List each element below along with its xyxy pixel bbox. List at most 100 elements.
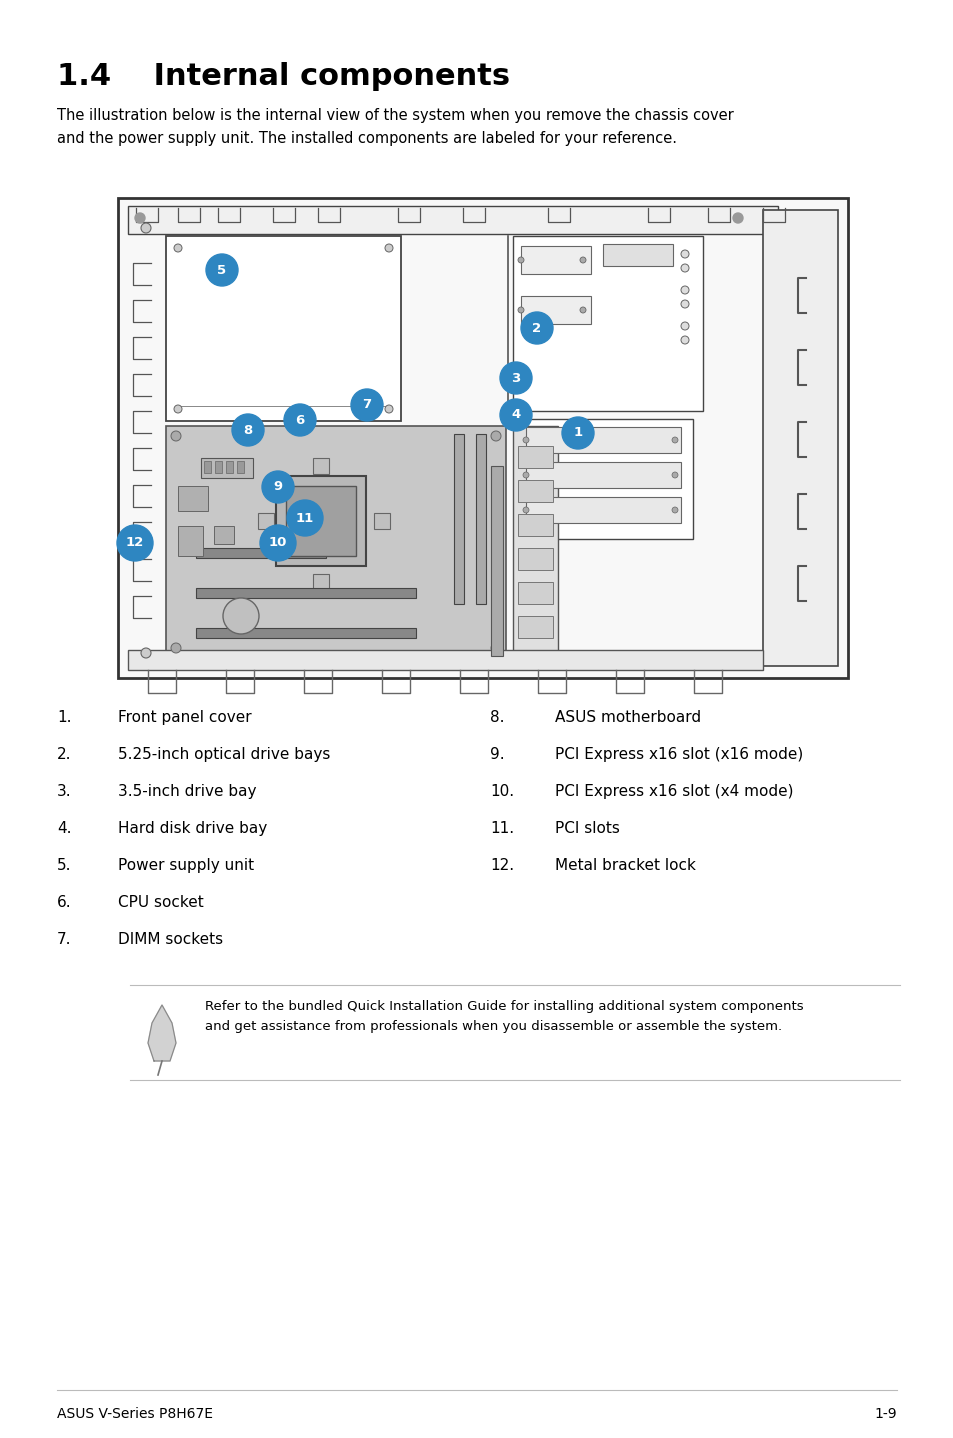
Text: Front panel cover: Front panel cover	[118, 710, 252, 725]
Circle shape	[517, 257, 523, 263]
Text: 6: 6	[295, 414, 304, 427]
Text: PCI slots: PCI slots	[555, 821, 619, 835]
Text: 12.: 12.	[490, 858, 514, 873]
Circle shape	[173, 244, 182, 252]
Text: PCI Express x16 slot (x4 mode): PCI Express x16 slot (x4 mode)	[555, 784, 793, 800]
Bar	[128, 206, 778, 234]
Circle shape	[517, 306, 523, 313]
Circle shape	[671, 508, 678, 513]
Circle shape	[117, 525, 152, 561]
Bar	[166, 426, 505, 659]
Circle shape	[385, 244, 393, 252]
Text: ASUS motherboard: ASUS motherboard	[555, 710, 700, 725]
Text: 3: 3	[511, 371, 520, 384]
Text: 11.: 11.	[490, 821, 514, 835]
Bar	[517, 446, 553, 467]
Circle shape	[173, 406, 182, 413]
Bar	[226, 462, 233, 473]
Circle shape	[232, 414, 264, 446]
Circle shape	[135, 213, 145, 223]
Circle shape	[262, 472, 294, 503]
Bar	[178, 526, 203, 557]
Circle shape	[522, 437, 529, 443]
Text: 4: 4	[511, 408, 520, 421]
Bar	[178, 486, 208, 510]
Circle shape	[680, 286, 688, 293]
Text: 5.: 5.	[57, 858, 71, 873]
Text: 1: 1	[573, 427, 582, 440]
Text: 9: 9	[274, 480, 282, 493]
Bar	[513, 236, 702, 411]
Text: The illustration below is the internal view of the system when you remove the ch: The illustration below is the internal v…	[57, 108, 733, 145]
Text: 6.: 6.	[57, 894, 71, 910]
Text: 11: 11	[295, 512, 314, 525]
Bar	[201, 457, 253, 477]
Circle shape	[141, 223, 151, 233]
Bar	[214, 462, 222, 473]
Circle shape	[491, 643, 500, 653]
Text: 1.4    Internal components: 1.4 Internal components	[57, 62, 510, 91]
Text: 2.: 2.	[57, 746, 71, 762]
Bar	[517, 513, 553, 536]
Bar	[517, 548, 553, 569]
Text: 12: 12	[126, 536, 144, 549]
Bar	[517, 418, 692, 539]
Text: 10: 10	[269, 536, 287, 549]
Polygon shape	[148, 1005, 175, 1061]
Text: 7.: 7.	[57, 932, 71, 948]
Bar	[525, 498, 680, 523]
Bar	[454, 434, 463, 604]
Circle shape	[732, 213, 742, 223]
Circle shape	[680, 322, 688, 329]
Circle shape	[671, 472, 678, 477]
Text: 9.: 9.	[490, 746, 504, 762]
Bar	[275, 476, 366, 567]
Circle shape	[680, 265, 688, 272]
Circle shape	[491, 431, 500, 441]
Text: ASUS V-Series P8H67E: ASUS V-Series P8H67E	[57, 1406, 213, 1421]
Text: 2: 2	[532, 322, 541, 335]
Circle shape	[171, 643, 181, 653]
Bar	[525, 427, 680, 453]
Bar	[491, 466, 502, 656]
Circle shape	[561, 417, 594, 449]
Text: Power supply unit: Power supply unit	[118, 858, 253, 873]
Circle shape	[680, 301, 688, 308]
Bar	[517, 615, 553, 638]
Bar	[195, 588, 416, 598]
Bar	[195, 548, 326, 558]
Bar	[236, 462, 244, 473]
Bar	[313, 574, 329, 590]
Circle shape	[522, 472, 529, 477]
Text: 5: 5	[217, 263, 226, 276]
Circle shape	[579, 257, 585, 263]
Bar	[517, 582, 553, 604]
Text: DIMM sockets: DIMM sockets	[118, 932, 223, 948]
Text: 4.: 4.	[57, 821, 71, 835]
Bar	[118, 198, 847, 677]
Text: Hard disk drive bay: Hard disk drive bay	[118, 821, 267, 835]
Bar	[313, 457, 329, 475]
Bar	[213, 526, 233, 544]
Circle shape	[579, 306, 585, 313]
Circle shape	[223, 598, 258, 634]
Circle shape	[284, 404, 315, 436]
Text: 1.: 1.	[57, 710, 71, 725]
Text: 3.5-inch drive bay: 3.5-inch drive bay	[118, 784, 256, 800]
Circle shape	[260, 525, 295, 561]
Circle shape	[680, 250, 688, 257]
Bar	[513, 426, 558, 659]
Bar	[128, 650, 762, 670]
Bar	[525, 462, 680, 487]
Text: 1-9: 1-9	[874, 1406, 896, 1421]
Text: 8: 8	[243, 424, 253, 437]
Circle shape	[141, 649, 151, 659]
Bar	[517, 480, 553, 502]
Bar	[476, 434, 485, 604]
Circle shape	[671, 437, 678, 443]
Bar	[520, 246, 590, 275]
Text: Refer to the bundled Quick Installation Guide for installing additional system c: Refer to the bundled Quick Installation …	[205, 999, 802, 1032]
Bar	[286, 486, 355, 557]
Text: 7: 7	[362, 398, 371, 411]
Circle shape	[287, 500, 323, 536]
